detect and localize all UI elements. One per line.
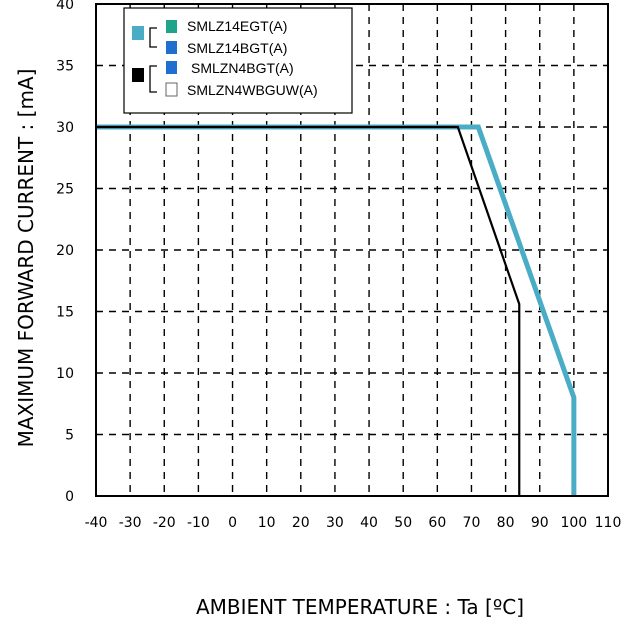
- y-tick-label: 0: [65, 489, 74, 505]
- legend-box: [123, 7, 353, 114]
- y-tick-label: 15: [56, 305, 74, 321]
- legend-item-1-swatch: [166, 20, 177, 33]
- x-tick-label: 50: [394, 515, 412, 531]
- x-tick-label: 60: [428, 515, 446, 531]
- x-tick-label: 80: [497, 515, 515, 531]
- legend-item-4-swatch: [165, 82, 178, 97]
- x-tick-label: 90: [531, 515, 549, 531]
- legend-group-1-bracket: [149, 27, 157, 48]
- x-tick-labels: -40 -30 -20 -10 0 10 20 30 40 50 60 70 80 90 100 110: [85, 515, 622, 531]
- legend-item-3-label: SMLZN4BGT(A): [191, 60, 294, 76]
- y-tick-label: 25: [56, 182, 74, 198]
- x-tick-label: -10: [187, 515, 210, 531]
- y-axis-title: MAXIMUM FORWARD CURRENT : [mA]: [14, 69, 38, 448]
- y-tick-label: 35: [56, 59, 74, 75]
- x-tick-label: 0: [228, 515, 237, 531]
- series-line-2: [96, 125, 521, 496]
- x-tick-label: 20: [292, 515, 310, 531]
- x-tick-label: -20: [153, 515, 176, 531]
- legend-item-2-swatch: [166, 41, 177, 54]
- y-tick-label: 5: [65, 428, 74, 444]
- x-tick-label: 110: [595, 515, 622, 531]
- legend-group-1-swatch: [132, 26, 144, 40]
- x-tick-label: -30: [119, 515, 142, 531]
- y-tick-label: 40: [56, 0, 74, 13]
- plot-frame: [95, 3, 609, 497]
- legend-item-3-swatch: [166, 61, 177, 74]
- x-tick-label: 30: [326, 515, 344, 531]
- legend-group-2-swatch: [132, 68, 144, 82]
- series-lines: [96, 124, 577, 496]
- x-tick-label: 70: [463, 515, 481, 531]
- y-tick-label: 20: [56, 243, 74, 259]
- y-tick-label: 10: [56, 366, 74, 382]
- x-tick-label: -40: [85, 515, 108, 531]
- legend-group-2-bracket: [149, 65, 157, 93]
- x-tick-label: 100: [560, 515, 587, 531]
- legend-item-1-label: SMLZ14EGT(A): [187, 18, 287, 34]
- legend: SMLZ14EGT(A) SMLZ14BGT(A) SMLZN4BGT(A) S…: [123, 7, 353, 114]
- y-tick-labels: 0 5 10 15 20 25 30 35 40: [56, 0, 74, 505]
- x-axis-title: AMBIENT TEMPERATURE : Ta [ºC]: [196, 595, 524, 619]
- legend-item-4-label: SMLZN4WBGUW(A): [187, 82, 318, 98]
- x-tick-label: 10: [258, 515, 276, 531]
- y-tick-label: 30: [56, 120, 74, 136]
- legend-item-2-label: SMLZ14BGT(A): [187, 40, 287, 56]
- x-tick-label: 40: [360, 515, 378, 531]
